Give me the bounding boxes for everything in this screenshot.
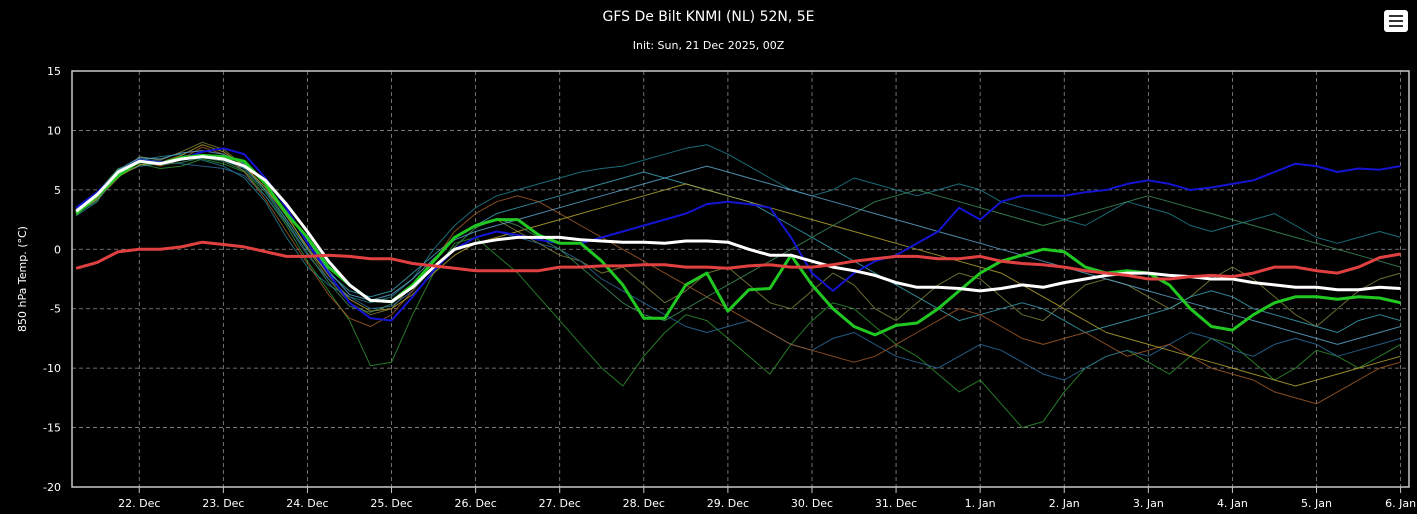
x-tick-label: 26. Dec xyxy=(454,497,496,510)
series-line xyxy=(75,158,1401,381)
y-tick-label: 10 xyxy=(47,124,61,137)
series-line xyxy=(75,240,1401,281)
x-tick-label: 4. Jan xyxy=(1217,497,1248,510)
y-tick-label: 5 xyxy=(54,184,61,197)
x-tick-label: 23. Dec xyxy=(202,497,244,510)
chart-title: GFS De Bilt KNMI (NL) 52N, 5E xyxy=(602,9,815,25)
x-tick-label: 29. Dec xyxy=(707,497,749,510)
y-tick-label: 0 xyxy=(54,243,61,256)
x-tick-label: 22. Dec xyxy=(118,497,160,510)
series-line xyxy=(75,155,1401,304)
x-axis: 22. Dec 23. Dec 24. Dec 25. Dec 26. Dec 27. D… xyxy=(118,487,1416,510)
series-line xyxy=(75,157,1401,322)
y-axis: -20 -15 -10 -5 0 5 10 15 xyxy=(43,65,61,494)
chart-subtitle: Init: Sun, 21 Dec 2025, 00Z xyxy=(632,39,785,52)
series-line xyxy=(75,158,1401,429)
series-line xyxy=(75,146,1401,405)
grid xyxy=(72,71,1409,487)
series-line xyxy=(75,153,1401,337)
x-tick-label: 2. Jan xyxy=(1049,497,1080,510)
x-tick-label: 24. Dec xyxy=(286,497,328,510)
x-tick-label: 28. Dec xyxy=(623,497,665,510)
x-tick-label: 31. Dec xyxy=(875,497,917,510)
hamburger-icon-bar xyxy=(1389,25,1403,27)
x-tick-label: 25. Dec xyxy=(370,497,412,510)
x-tick-label: 6. Jan xyxy=(1385,497,1416,510)
x-tick-label: 1. Jan xyxy=(965,497,996,510)
x-tick-label: 27. Dec xyxy=(539,497,581,510)
chart-menu-button[interactable] xyxy=(1384,10,1408,32)
series-line xyxy=(75,144,1401,304)
y-tick-label: -5 xyxy=(50,303,61,316)
y-tick-label: -10 xyxy=(43,362,61,375)
series-group xyxy=(75,141,1401,429)
y-tick-label: 15 xyxy=(47,65,61,78)
plot-border xyxy=(71,70,1410,488)
x-tick-label: 30. Dec xyxy=(791,497,833,510)
x-tick-label: 3. Jan xyxy=(1133,497,1164,510)
hamburger-icon xyxy=(1389,15,1403,17)
y-tick-label: -15 xyxy=(43,422,61,435)
y-axis-title: 850 hPa Temp. (°C) xyxy=(16,226,29,332)
x-tick-label: 5. Jan xyxy=(1301,497,1332,510)
series-line xyxy=(75,144,1401,387)
series-line xyxy=(75,147,1401,322)
y-tick-label: -20 xyxy=(43,481,61,494)
series-line xyxy=(75,150,1401,345)
hamburger-icon-bar xyxy=(1389,20,1403,22)
